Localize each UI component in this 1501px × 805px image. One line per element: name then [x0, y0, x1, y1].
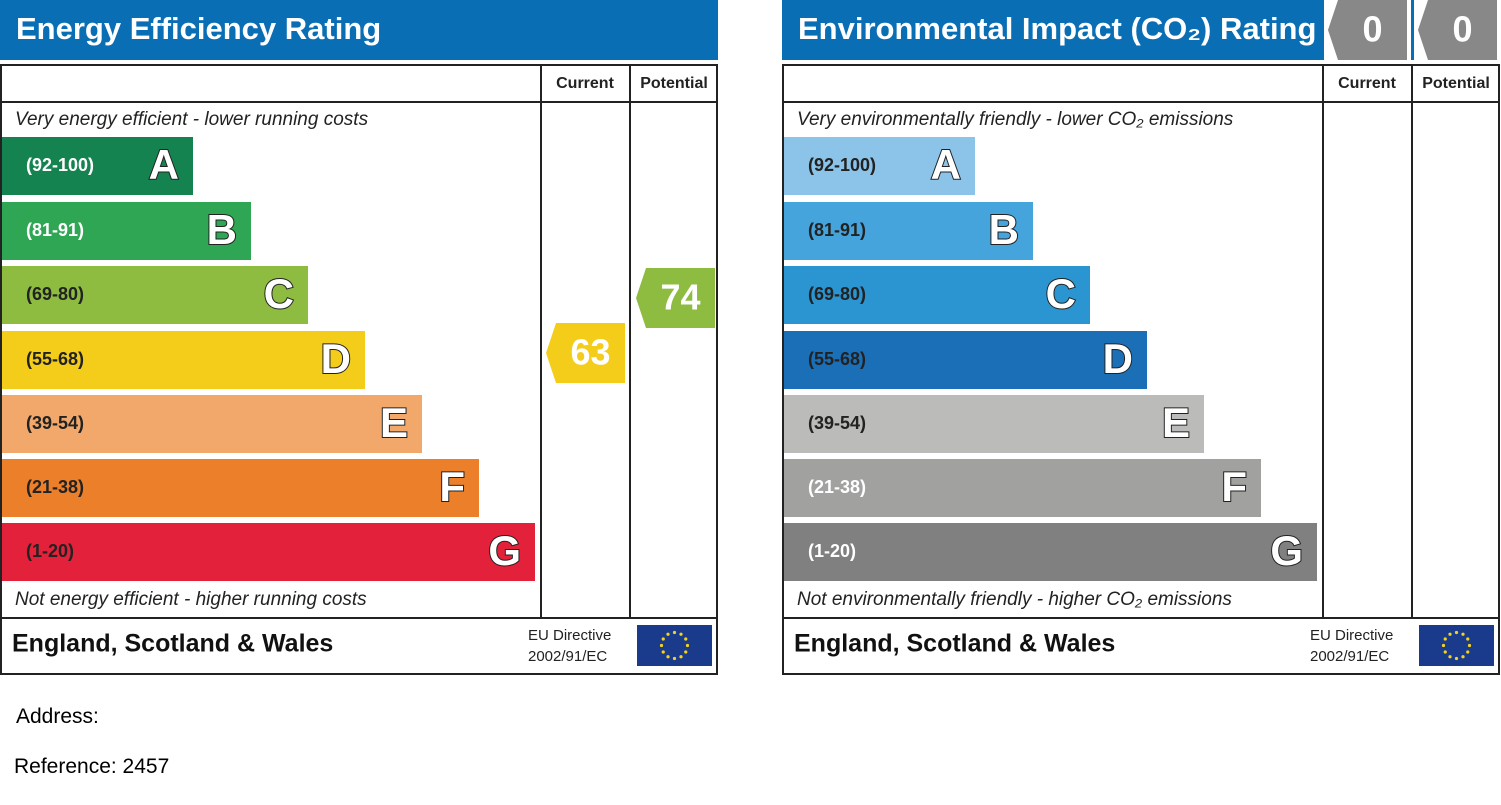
band-letter: A — [149, 141, 179, 188]
band-range: (1-20) — [808, 541, 856, 561]
column-header: Potential — [640, 75, 708, 92]
eu-star — [1441, 643, 1446, 648]
band-letter: B — [989, 206, 1019, 253]
band-letter: D — [1103, 335, 1133, 382]
band-letter: F — [439, 463, 465, 510]
column-header: Potential — [1422, 75, 1490, 92]
band-letter: A — [931, 141, 961, 188]
eu-star — [661, 650, 665, 654]
epc-charts: Energy Efficiency Rating Current Potential… — [0, 0, 1501, 675]
eu-star — [1466, 637, 1470, 641]
band-range: (55-68) — [26, 349, 84, 369]
eu-star — [666, 655, 670, 659]
top-note: Very energy efficient - lower running co… — [15, 109, 369, 130]
eu-star — [1443, 637, 1447, 641]
panel-frame — [782, 64, 1500, 675]
bottom-note: Not environmentally friendly - higher CO… — [797, 589, 1232, 610]
eu-star — [684, 637, 688, 641]
column-header: Current — [556, 75, 614, 92]
band-letter: C — [264, 270, 294, 317]
eu-star — [1461, 632, 1465, 636]
address-label: Address: — [16, 705, 99, 728]
band-bar — [784, 523, 1317, 581]
panel-header — [0, 0, 718, 60]
band-range: (81-91) — [26, 220, 84, 240]
rating-panel: Environmental Impact (CO₂) Rating Current… — [782, 0, 1501, 675]
panel-title: Energy Efficiency Rating — [16, 11, 381, 46]
band-range: (55-68) — [808, 349, 866, 369]
band-letter: B — [207, 206, 237, 253]
eu-star — [1448, 655, 1452, 659]
band-letter: E — [380, 399, 408, 446]
band-letter: F — [1221, 463, 1247, 510]
rating-arrow — [636, 268, 715, 328]
eu-star — [672, 656, 677, 661]
band-range: (92-100) — [26, 155, 94, 175]
eu-star — [1448, 632, 1452, 636]
rating-panel: Energy Efficiency Rating Current Potential… — [0, 0, 718, 675]
band-bar — [2, 331, 365, 389]
top-note: Very environmentally friendly - lower CO… — [797, 109, 1234, 130]
eu-star — [1466, 650, 1470, 654]
band-range: (81-91) — [808, 220, 866, 240]
panel-title: Environmental Impact (CO₂) Rating — [798, 11, 1316, 46]
eu-star — [684, 650, 688, 654]
band-bar — [784, 266, 1090, 324]
band-bar — [784, 137, 975, 195]
directive: EU Directive — [1310, 627, 1393, 644]
band-range: (21-38) — [26, 477, 84, 497]
region: England, Scotland & Wales — [794, 630, 1115, 658]
band-bar — [2, 266, 308, 324]
eu-star — [1467, 643, 1472, 648]
band-range: (69-80) — [808, 284, 866, 304]
eu-star — [1443, 650, 1447, 654]
region: England, Scotland & Wales — [12, 630, 333, 658]
eu-star — [679, 632, 683, 636]
band-bar — [784, 331, 1147, 389]
bottom-note: Not energy efficient - higher running co… — [15, 589, 367, 610]
eu-star — [1461, 655, 1465, 659]
rating-value: 0 — [1362, 9, 1382, 50]
eu-star — [672, 630, 677, 635]
eu-star — [661, 637, 665, 641]
eu-star — [679, 655, 683, 659]
band-bar — [784, 202, 1033, 260]
band-letter: C — [1046, 270, 1076, 317]
band-bar — [2, 137, 193, 195]
reference: Reference: 2457 — [14, 755, 170, 778]
band-range: (1-20) — [26, 541, 74, 561]
band-letter: E — [1162, 399, 1190, 446]
directive: 2002/91/EC — [528, 648, 607, 665]
rating-value: 0 — [1452, 9, 1472, 50]
band-bar — [2, 523, 535, 581]
band-bar — [2, 459, 479, 517]
rating-value: 74 — [660, 277, 700, 318]
directive: 2002/91/EC — [1310, 648, 1389, 665]
panel-frame — [0, 64, 718, 675]
band-bar — [784, 459, 1261, 517]
band-range: (39-54) — [26, 413, 84, 433]
rating-arrow — [1418, 0, 1497, 60]
rating-arrow — [1328, 0, 1407, 60]
band-range: (69-80) — [26, 284, 84, 304]
eu-star — [1454, 656, 1459, 661]
band-letter: G — [488, 527, 521, 574]
rating-value: 63 — [570, 332, 610, 373]
eu-star — [659, 643, 664, 648]
band-range: (39-54) — [808, 413, 866, 433]
band-letter: D — [321, 335, 351, 382]
eu-star — [666, 632, 670, 636]
band-letter: G — [1270, 527, 1303, 574]
column-header: Current — [1338, 75, 1396, 92]
band-range: (92-100) — [808, 155, 876, 175]
band-bar — [784, 395, 1204, 453]
band-bar — [2, 202, 251, 260]
rating-arrow — [546, 323, 625, 383]
eu-star — [1454, 630, 1459, 635]
band-bar — [2, 395, 422, 453]
band-range: (21-38) — [808, 477, 866, 497]
directive: EU Directive — [528, 627, 611, 644]
eu-star — [685, 643, 690, 648]
